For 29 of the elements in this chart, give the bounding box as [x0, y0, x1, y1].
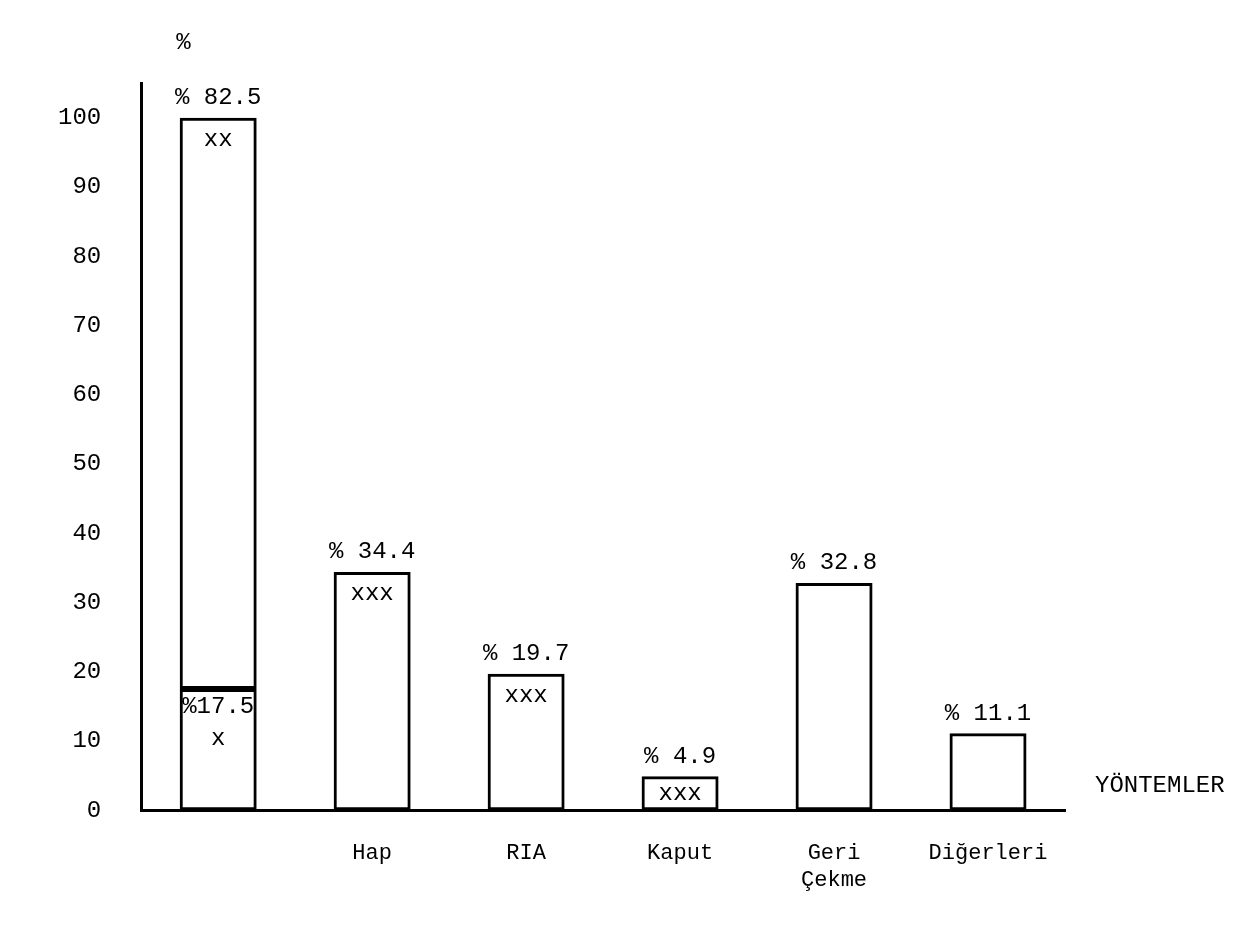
x-tick-label: Geri Çekme — [801, 841, 868, 893]
data-label: % 82.5 — [174, 83, 262, 111]
y-tick-label: 80 — [72, 242, 102, 270]
annotation: x — [210, 725, 226, 753]
data-label: % 32.8 — [790, 549, 878, 577]
annotation: xxx — [658, 779, 702, 807]
annotation: xxx — [504, 682, 548, 710]
data-label: % 11.1 — [944, 699, 1032, 727]
y-tick-label: 20 — [72, 658, 102, 686]
annotation: xx — [203, 125, 233, 153]
x-tick-label: Hap — [352, 841, 392, 867]
x-tick-label: RIA — [506, 841, 547, 867]
y-tick-label: 10 — [72, 727, 102, 755]
data-label: % 34.4 — [328, 538, 416, 566]
y-tick-label: 60 — [72, 381, 102, 409]
y-tick-label: 70 — [72, 311, 102, 339]
x-tick-label: Diğerleri — [928, 841, 1048, 867]
y-tick-label: 50 — [72, 450, 102, 478]
y-tick-label: 30 — [72, 588, 102, 616]
data-label: % 19.7 — [482, 640, 570, 668]
y-tick-label: 40 — [72, 519, 102, 547]
y-tick-label: 90 — [72, 173, 102, 201]
annotation: xxx — [350, 580, 394, 608]
data-label: % 4.9 — [644, 742, 717, 770]
y-tick-label: 100 — [57, 103, 102, 131]
x-tick-label: Kaput — [647, 841, 714, 867]
y-axis-title: % — [176, 29, 192, 57]
y-tick-label: 0 — [86, 796, 102, 824]
x-axis-title: YÖNTEMLER — [1095, 771, 1225, 799]
